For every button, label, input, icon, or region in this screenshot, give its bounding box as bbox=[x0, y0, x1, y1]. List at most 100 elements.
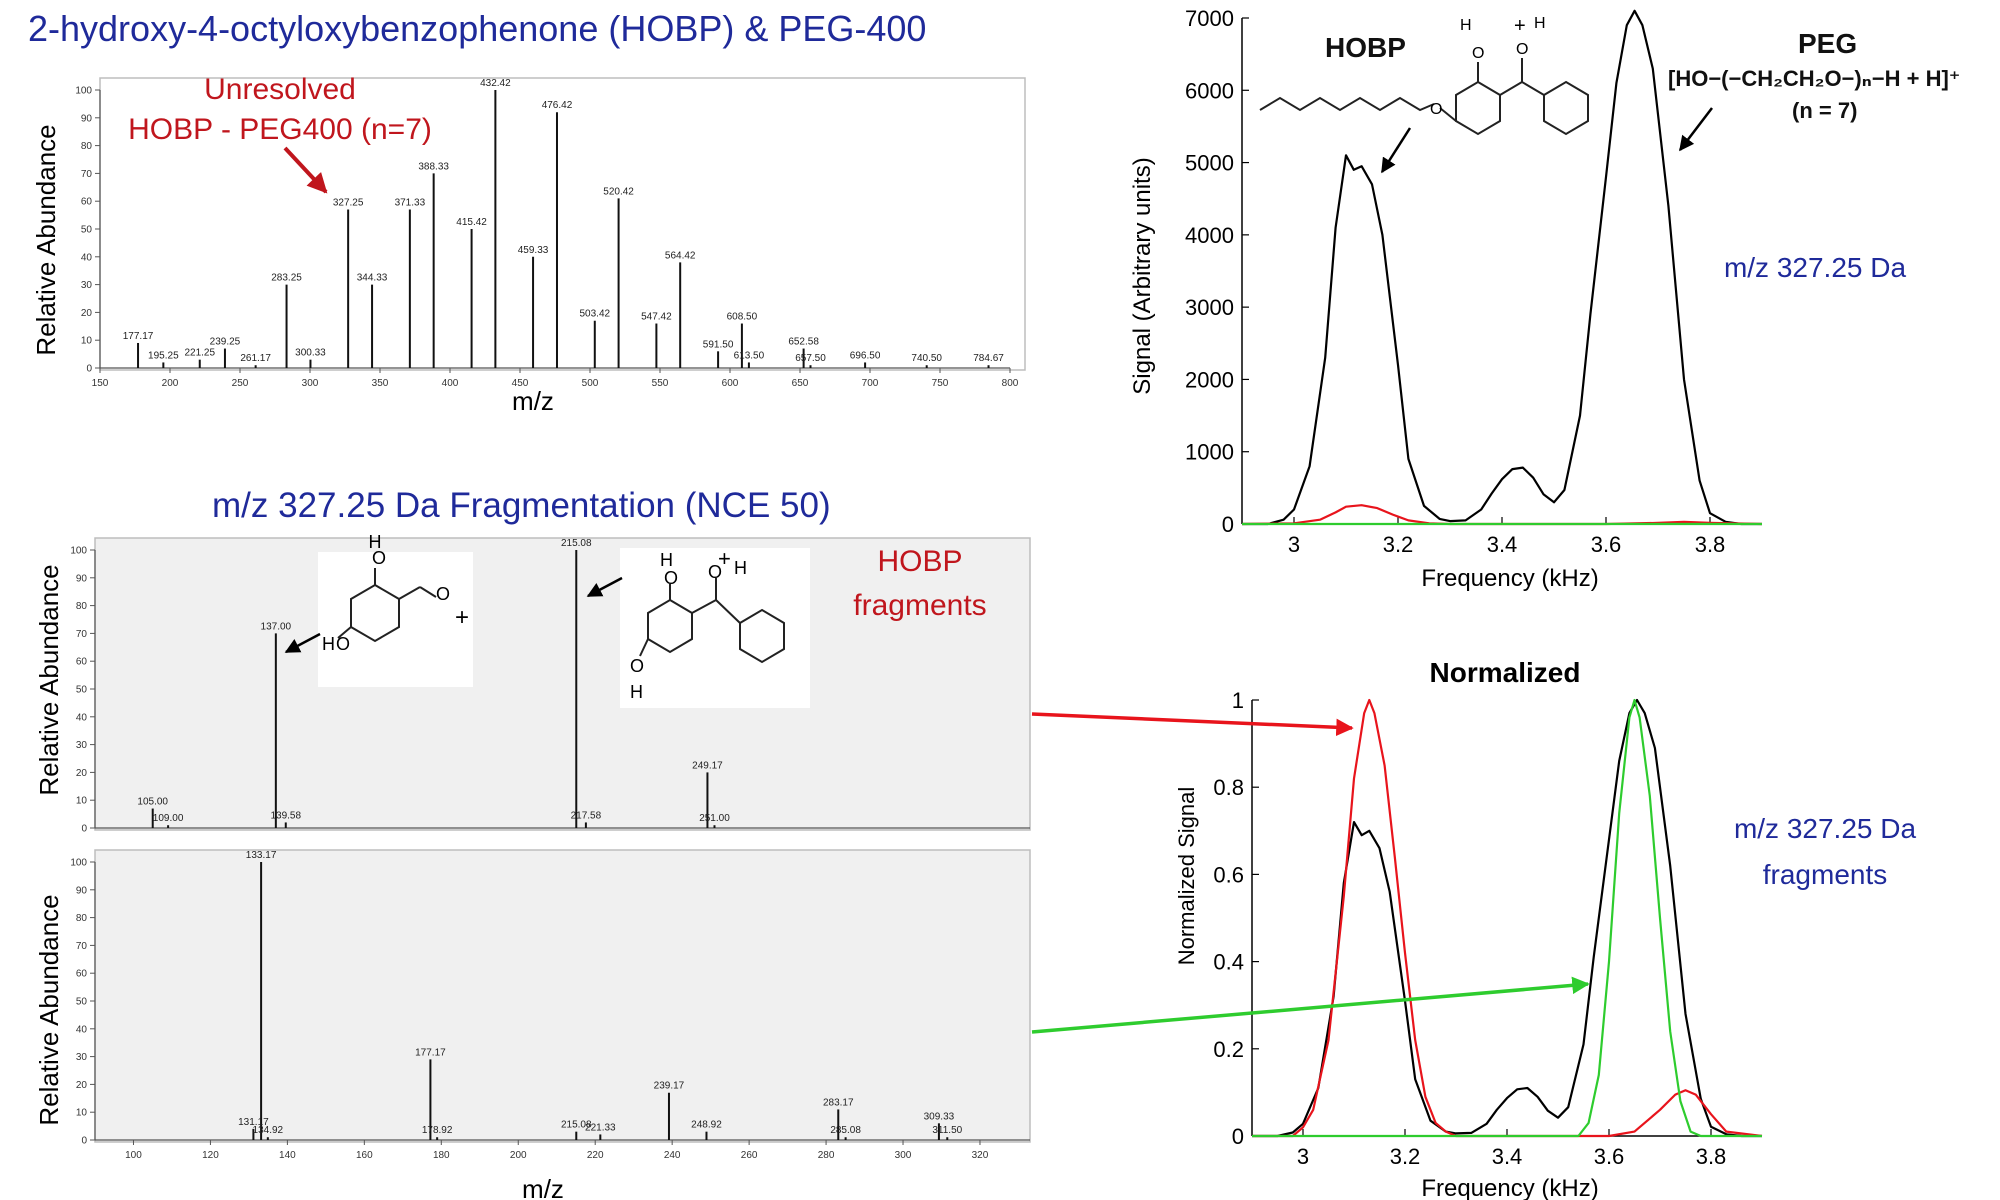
ms1-y-tick-label: 40 bbox=[81, 252, 93, 263]
ms1-y-tick-label: 20 bbox=[81, 308, 93, 319]
normalized-ylabel: Normalized Signal bbox=[1174, 787, 1199, 966]
norm-y-tick-label: 0.6 bbox=[1213, 862, 1244, 887]
ms1-y-tick-label: 70 bbox=[81, 169, 93, 180]
normalized-traces bbox=[1252, 698, 1763, 1138]
ms1-x-tick-label: 700 bbox=[862, 378, 879, 389]
arrow-to-137 bbox=[284, 632, 321, 654]
freq-y-tick-label: 7000 bbox=[1185, 6, 1234, 31]
frequency-traces bbox=[1241, 9, 1763, 526]
fragmentation-chart-1: 0 10 20 30 40 50 60 70 80 90 100 105.00 109.00 137.0… bbox=[70, 537, 1031, 835]
freq-series-red bbox=[1241, 504, 1763, 526]
freq-x-tick-label: 3.2 bbox=[1383, 532, 1414, 557]
fragment-137-structure: O . H O + H O bbox=[318, 532, 473, 687]
frag1-y-tick-label: 80 bbox=[76, 601, 88, 612]
frag1-peak-label: 215.08 bbox=[561, 538, 592, 549]
frag1-y-tick-label: 40 bbox=[76, 712, 88, 723]
frag2-axes: 0 10 20 30 40 50 60 70 80 90 100 100 120 140 160 180 200… bbox=[70, 858, 1030, 1161]
hobp-fragments-line1: HOBP bbox=[877, 545, 963, 578]
frequency-chart: 0 1000 2000 3000 4000 5000 6000 7000 3 3.2 3.4 3.6 3… bbox=[1185, 6, 1763, 557]
ms1-x-tick-label: 350 bbox=[372, 378, 389, 389]
arrow-to-peg-peak bbox=[1679, 107, 1713, 152]
ms1-peak-label: 388.33 bbox=[418, 161, 449, 172]
frag2-y-tick-label: 20 bbox=[76, 1080, 88, 1091]
normalized-axes: 0 0.2 0.4 0.6 0.8 1 3 3.2 3.4 3.6 3.8 bbox=[1213, 688, 1762, 1169]
frag1-peak-label: 251.00 bbox=[699, 813, 730, 824]
fragment-215-structure: H O O + H O H bbox=[620, 546, 810, 708]
ms1-x-tick-label: 150 bbox=[92, 378, 109, 389]
frequency-ylabel: Signal (Arbitrary units) bbox=[1129, 157, 1156, 394]
normalized-title: Normalized bbox=[1430, 657, 1581, 688]
frag2-y-tick-label: 80 bbox=[76, 913, 88, 924]
frag1-peak-label: 109.00 bbox=[153, 813, 184, 824]
ms1-peak-label: 520.42 bbox=[603, 186, 634, 197]
ms1-y-tick-label: 0 bbox=[86, 364, 92, 375]
frag2-peak-label: 131.17 bbox=[238, 1117, 269, 1128]
svg-text:H: H bbox=[369, 532, 382, 552]
frag2-peak-label: 285.08 bbox=[830, 1125, 861, 1136]
hobp-label: HOBP bbox=[1325, 32, 1406, 63]
ms1-peak-label: 652.58 bbox=[788, 337, 819, 348]
ms1-peak-label: 239.25 bbox=[210, 337, 241, 348]
ms1-x-tick-label: 550 bbox=[652, 378, 669, 389]
frag2-peak-label: 248.92 bbox=[691, 1120, 722, 1131]
frag2-peak-label: 133.17 bbox=[246, 850, 277, 861]
ms1-y-tick-label: 80 bbox=[81, 141, 93, 152]
frag2-frame bbox=[94, 849, 1031, 1143]
normalized-annotation: m/z 327.25 Da fragments bbox=[1700, 806, 1950, 898]
ms1-peak-label: 547.42 bbox=[641, 312, 672, 323]
ms1-x-tick-label: 450 bbox=[512, 378, 529, 389]
frag2-peak-label: 311.50 bbox=[932, 1125, 962, 1136]
freq-y-tick-label: 0 bbox=[1222, 512, 1234, 537]
fragmentation-chart-2: 0 10 20 30 40 50 60 70 80 90 100 100 120 140 160 180 200… bbox=[70, 849, 1031, 1161]
ms1-y-tick-label: 90 bbox=[81, 113, 93, 124]
norm-x-tick-label: 3.4 bbox=[1492, 1144, 1523, 1169]
frag1-y-tick-label: 90 bbox=[76, 573, 88, 584]
ms1-y-tick-label: 30 bbox=[81, 280, 93, 291]
frag1-y-tick-label: 30 bbox=[76, 740, 88, 751]
frag2-y-tick-label: 10 bbox=[76, 1108, 88, 1119]
frag1-peak-label: 137.00 bbox=[261, 621, 292, 632]
frequency-annotation: m/z 327.25 Da bbox=[1723, 252, 1907, 283]
arrow-to-hobp-peak bbox=[1380, 127, 1412, 174]
hobp-fragments-label: HOBP fragments bbox=[820, 540, 1020, 628]
frag2-peak-label: 177.17 bbox=[415, 1047, 446, 1058]
norm-y-tick-label: 1 bbox=[1232, 688, 1244, 713]
ms1-peak-label: 300.33 bbox=[295, 348, 326, 359]
normalized-xlabel: Frequency (kHz) bbox=[1421, 1175, 1598, 1200]
ms1-x-tick-label: 600 bbox=[722, 378, 739, 389]
normalized-annotation-line1: m/z 327.25 Da bbox=[1733, 813, 1917, 844]
ms1-y-tick-label: 100 bbox=[75, 86, 92, 97]
ms1-peak-label: 371.33 bbox=[395, 198, 426, 209]
frag1-y-tick-label: 100 bbox=[70, 546, 87, 557]
unresolved-label: Unresolved HOBP - PEG400 (n=7) bbox=[120, 70, 440, 150]
frag1-y-tick-label: 70 bbox=[76, 629, 88, 640]
norm-y-tick-label: 0.8 bbox=[1213, 775, 1244, 800]
frag2-peak-labels: 131.17 133.17 134.92 177.17 178.92 215.08221.… bbox=[238, 850, 963, 1136]
ms1-x-tick-label: 500 bbox=[582, 378, 599, 389]
frag1-peak-label: 249.17 bbox=[692, 760, 723, 771]
frag2-peak-label: 215.08 bbox=[561, 1120, 592, 1131]
norm-x-tick-label: 3 bbox=[1297, 1144, 1309, 1169]
unresolved-arrow bbox=[283, 146, 328, 194]
ms-spectrum-frame bbox=[99, 77, 1026, 371]
frag2-x-tick-label: 180 bbox=[433, 1150, 450, 1161]
svg-text:O: O bbox=[664, 568, 678, 588]
norm-series-green bbox=[1252, 698, 1762, 1138]
norm-y-tick-label: 0.2 bbox=[1213, 1037, 1244, 1062]
normalized-chart: 0 0.2 0.4 0.6 0.8 1 3 3.2 3.4 3.6 3.8 bbox=[1213, 688, 1763, 1169]
ms1-y-tick-label: 60 bbox=[81, 197, 93, 208]
svg-text:O: O bbox=[1472, 45, 1484, 62]
frag1-y-tick-label: 20 bbox=[76, 768, 88, 779]
ms-spectrum-chart: 0 10 20 30 40 50 60 70 80 90 100 150 200 250 300 350 400… bbox=[75, 77, 1026, 389]
freq-y-tick-label: 5000 bbox=[1185, 151, 1234, 176]
freq-series-black bbox=[1242, 9, 1762, 526]
ms1-peak-label: 195.25 bbox=[148, 350, 179, 361]
fragmentation-title: m/z 327.25 Da Fragmentation (NCE 50) bbox=[212, 486, 831, 525]
freq-x-tick-label: 3.4 bbox=[1487, 532, 1518, 557]
frag1-y-tick-label: 0 bbox=[81, 824, 87, 835]
svg-text:H: H bbox=[322, 634, 335, 654]
frag1-peak-label: 217.58 bbox=[571, 810, 602, 821]
green-connector-arrow bbox=[1031, 976, 1590, 1034]
ms-spectrum-ylabel: Relative Abundance bbox=[31, 124, 61, 355]
